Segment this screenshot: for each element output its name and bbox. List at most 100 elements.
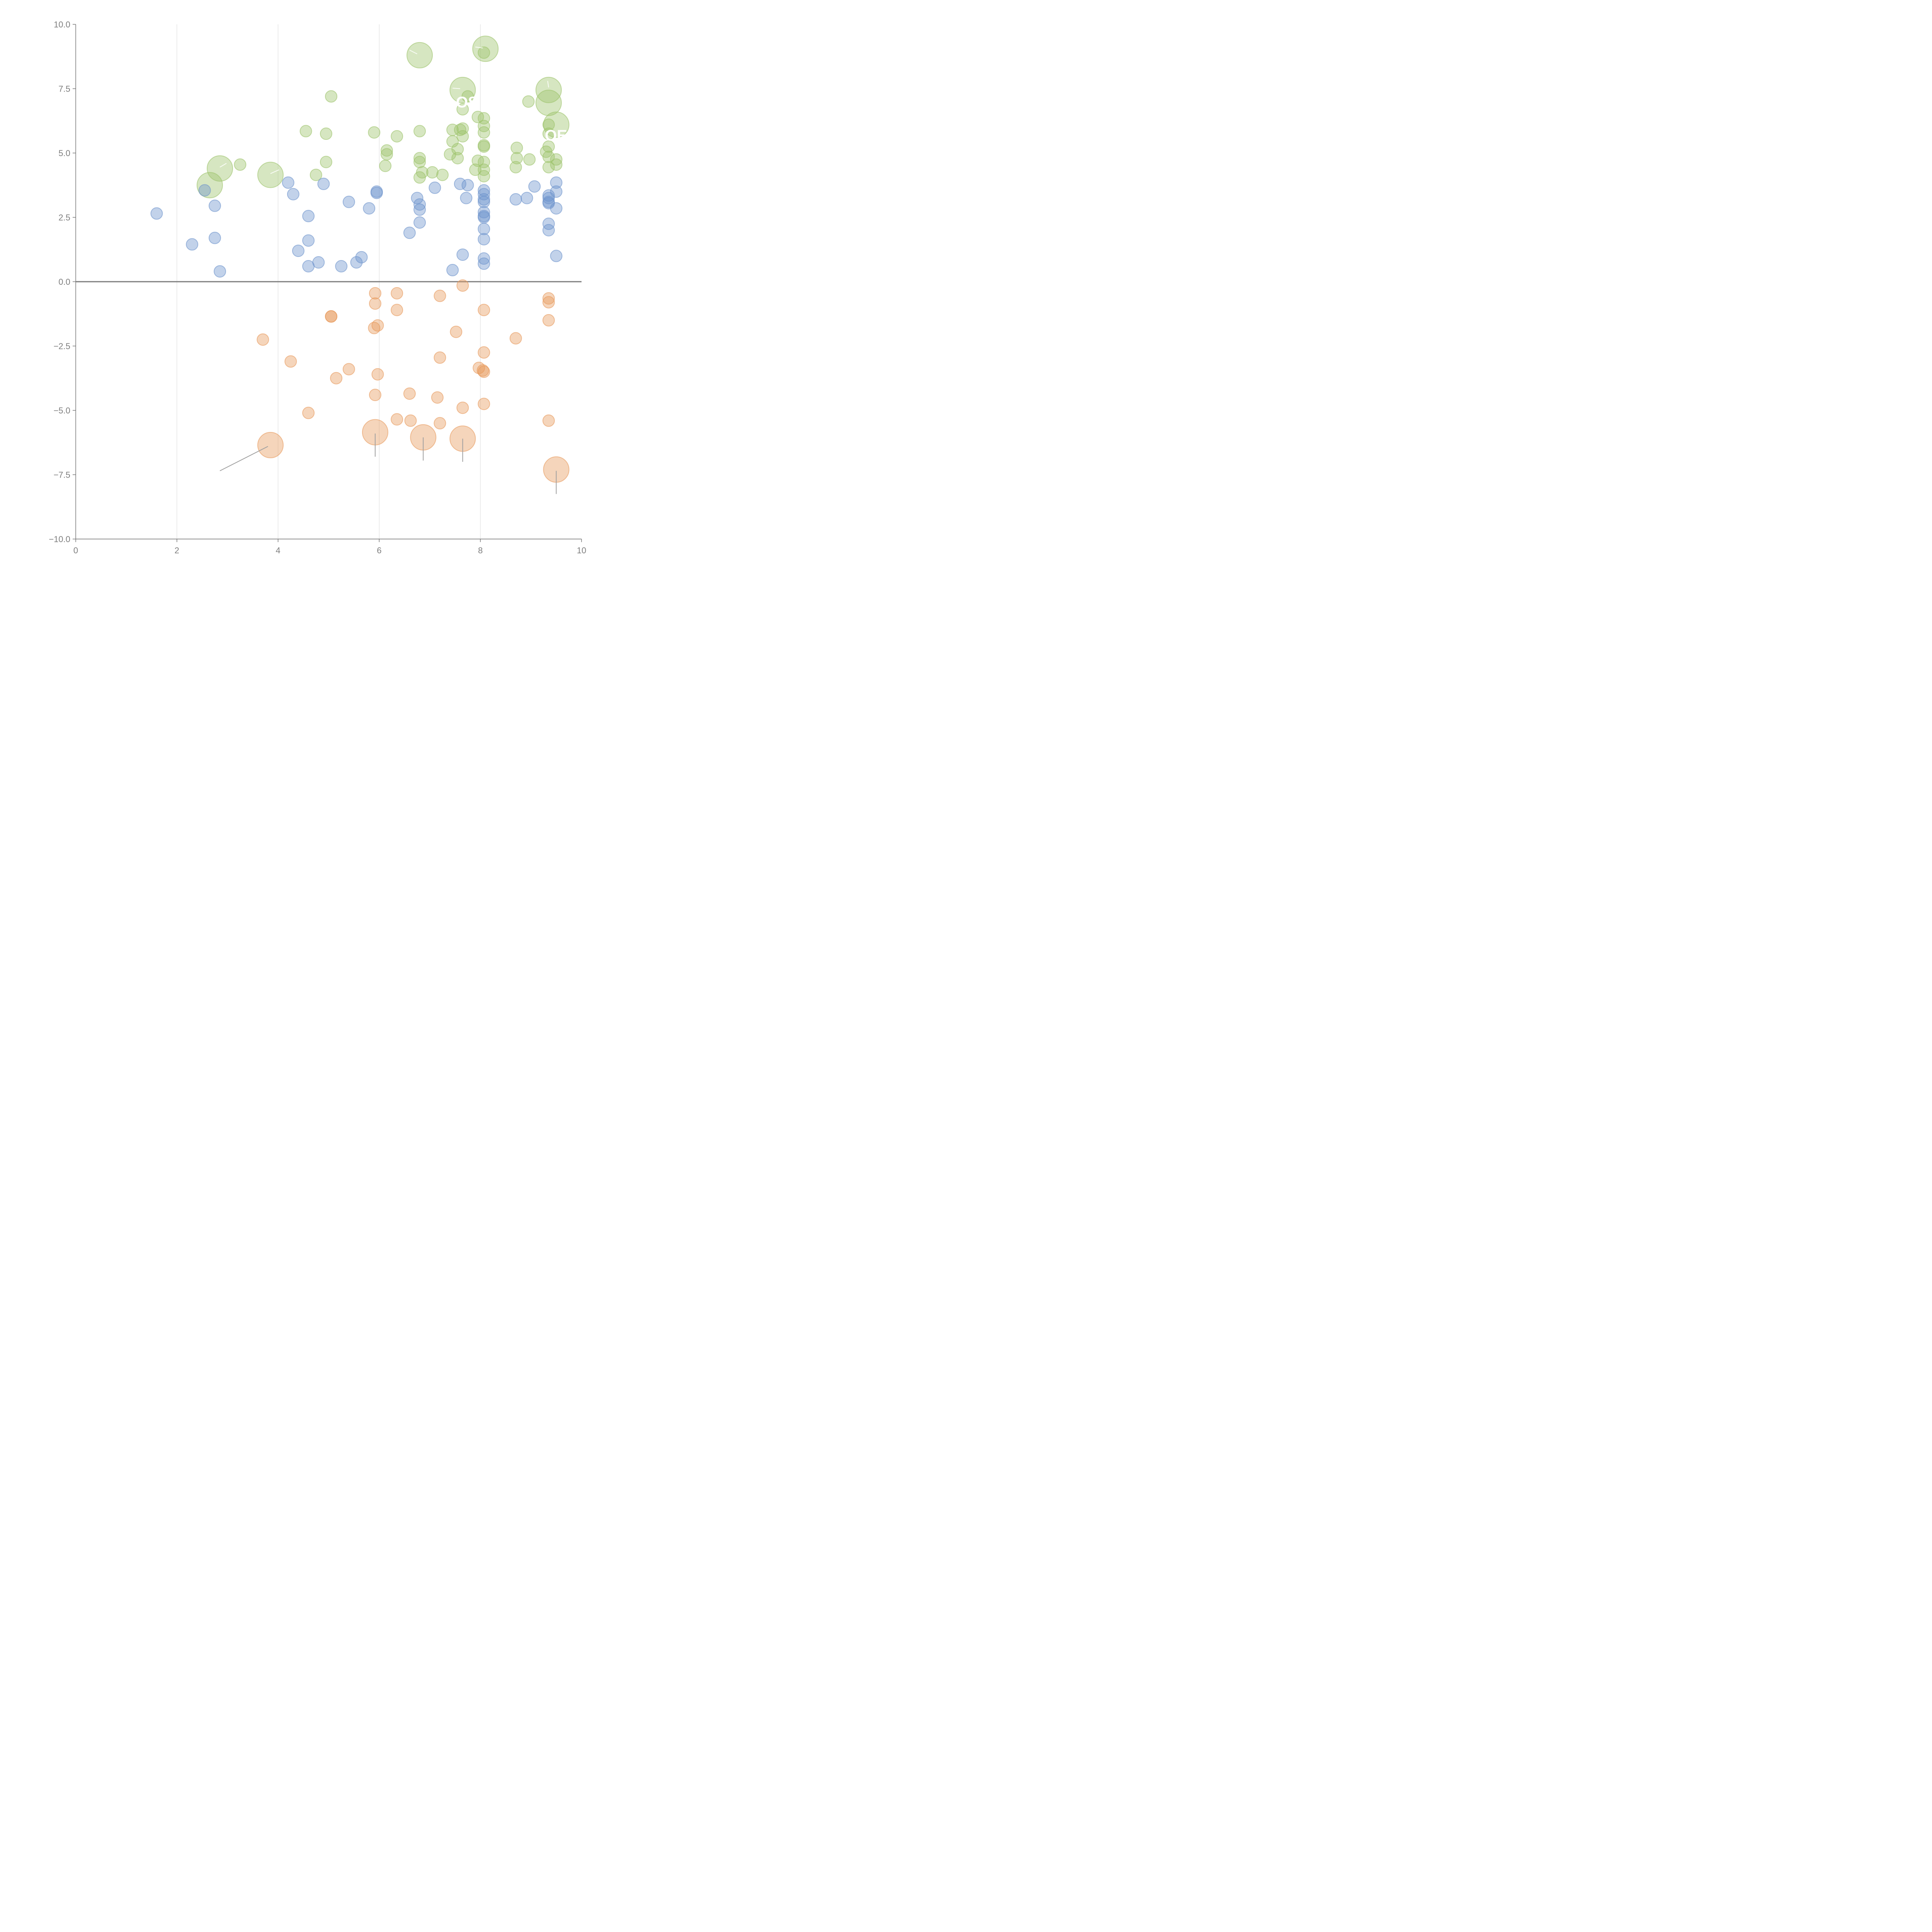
- leader-line-light: [547, 81, 549, 88]
- bubble-orange: [456, 401, 469, 414]
- bubble-chart: 0 2 4 6 8 10 10.0 7.5 5.0 2.5 0.0 −2.5 −5.0 −7.5 −10.0…: [0, 0, 599, 599]
- bubble-blue: [460, 192, 473, 204]
- bubble-green: [522, 95, 535, 108]
- bubble-labels: OS OE: [456, 94, 567, 144]
- bubble-orange: [478, 398, 490, 410]
- bubble-blue: [429, 181, 441, 194]
- bubble-green: [207, 155, 233, 182]
- bubble-green: [451, 152, 464, 165]
- bubble-blue: [509, 193, 522, 206]
- y-tick-label: −10.0: [49, 534, 70, 544]
- bubble-green: [310, 168, 322, 181]
- bubble-blue: [478, 252, 490, 265]
- x-tick-label: 10: [577, 546, 586, 555]
- bubble-green: [413, 152, 426, 165]
- x-tick-label: 0: [73, 546, 78, 555]
- bubble-label-oe: OE: [545, 127, 567, 144]
- x-tick-label: 4: [276, 546, 280, 555]
- bubble-blue: [287, 188, 299, 201]
- bubble-blue: [208, 199, 221, 212]
- bubble-blue: [186, 238, 199, 251]
- bubble-green: [542, 150, 555, 163]
- bubble-green: [379, 160, 392, 172]
- bubble-blue: [478, 233, 490, 246]
- bubble-blue: [542, 218, 555, 230]
- bubble-green: [456, 103, 469, 116]
- bubble-blue: [478, 196, 490, 208]
- bubble-blue: [355, 251, 368, 264]
- bubble-blue: [528, 180, 541, 193]
- bubble-blue: [302, 234, 315, 247]
- bubble-blue: [370, 187, 383, 199]
- bubble-green: [456, 130, 469, 143]
- bubble-orange: [369, 297, 381, 310]
- bubble-green: [325, 90, 338, 103]
- bubble-blue: [478, 193, 490, 206]
- bubble-green: [550, 158, 563, 171]
- bubble-label-os: OS: [456, 94, 478, 111]
- bubble-orange: [325, 310, 338, 323]
- bubble-orange: [450, 325, 463, 338]
- bubble-green: [320, 128, 332, 140]
- bubble-orange: [434, 417, 446, 430]
- bubble-green: [413, 156, 426, 168]
- bubble-green: [444, 148, 456, 161]
- y-tick-label: −7.5: [54, 470, 70, 480]
- bubble-orange: [403, 387, 416, 400]
- bubble-green: [391, 130, 403, 143]
- bubble-green: [381, 148, 393, 161]
- bubble-orange: [542, 296, 555, 309]
- bubble-blue: [550, 185, 563, 198]
- x-tick-label: 2: [175, 546, 179, 555]
- bubble-blue: [312, 256, 325, 269]
- bubble-orange: [302, 406, 315, 419]
- bubble-green: [381, 144, 393, 157]
- bubble-blue: [520, 192, 533, 204]
- bubble-blue: [461, 179, 474, 192]
- bubble-orange: [509, 332, 522, 345]
- bubble-blue: [478, 223, 490, 235]
- bubble-blue: [413, 198, 426, 211]
- bubble-green: [461, 90, 474, 103]
- bubble-green: [426, 166, 439, 179]
- bubble-blue: [150, 207, 163, 220]
- bubble-green: [523, 153, 536, 166]
- bubble-orange: [342, 363, 355, 376]
- bubble-orange: [542, 414, 555, 427]
- bubble-orange: [369, 389, 381, 401]
- bubble-green: [543, 111, 570, 138]
- bubble-green: [510, 141, 523, 154]
- bubble-green: [299, 125, 312, 138]
- bubble-blue: [446, 264, 459, 277]
- bubble-orange: [431, 391, 444, 404]
- bubble-green: [257, 162, 284, 188]
- leader-lines: [219, 46, 557, 494]
- leader-line-light: [270, 169, 279, 174]
- y-tick-label: 7.5: [58, 84, 70, 94]
- bubble-green: [320, 156, 332, 168]
- bubble-blue: [456, 248, 469, 261]
- bubble-blue: [208, 231, 221, 244]
- bubble-green: [542, 128, 555, 140]
- bubble-blue: [317, 177, 330, 190]
- leader-line-light: [219, 163, 227, 168]
- bubble-blue: [403, 226, 416, 239]
- bubble-blue: [411, 192, 423, 204]
- leader-line: [219, 446, 268, 471]
- bubble-orange: [434, 289, 446, 302]
- bubble-green: [550, 153, 563, 166]
- bubble-green: [196, 172, 223, 199]
- bubble-blue: [282, 176, 294, 189]
- bubble-green: [454, 124, 466, 136]
- bubble-green: [406, 42, 433, 68]
- bubble-orange: [434, 351, 446, 364]
- bubble-blue: [478, 211, 490, 224]
- bubble-green: [478, 46, 490, 59]
- bubble-blue: [363, 202, 376, 215]
- bubble-orange: [391, 287, 403, 299]
- bubble-orange: [391, 304, 403, 316]
- bubble-green: [478, 170, 490, 182]
- bubble-green: [436, 168, 449, 181]
- bubble-blue: [478, 206, 490, 219]
- bubble-orange: [478, 366, 490, 378]
